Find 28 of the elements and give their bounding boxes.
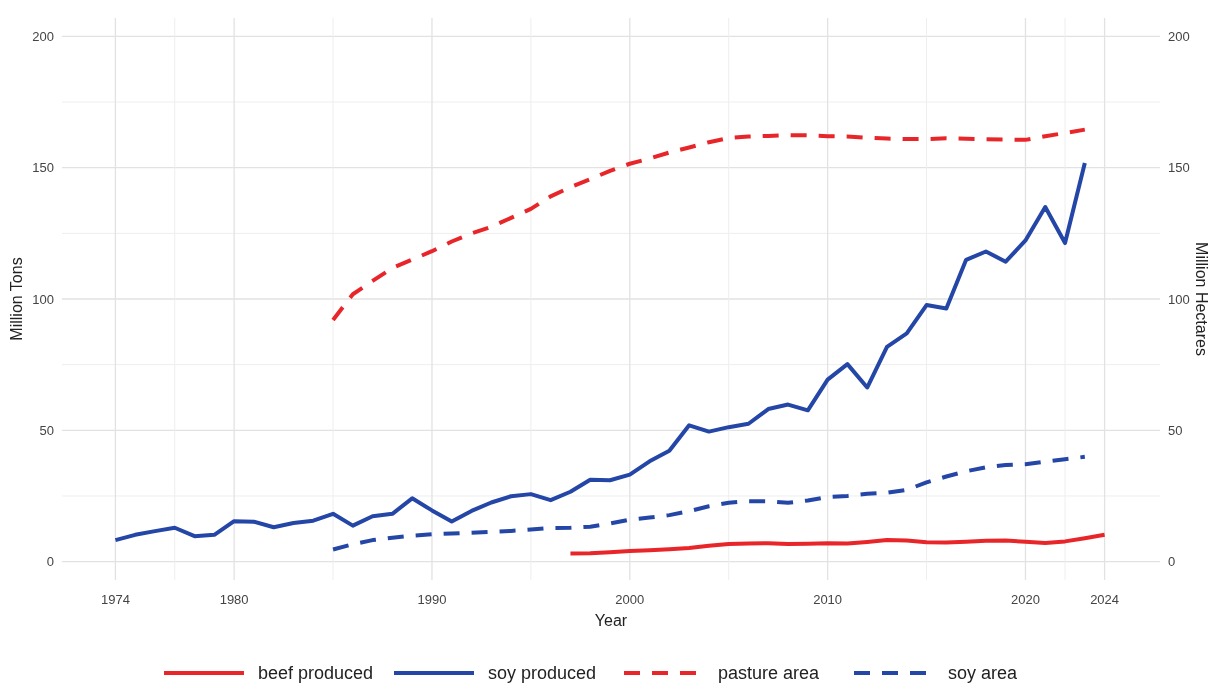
x-tick-label: 1980 [219, 592, 249, 607]
line-series [113, 160, 1087, 543]
y2-axis-title: Million Hectares [1193, 242, 1208, 356]
y2-tick-label: 150 [1168, 160, 1190, 176]
y-tick-label: 100 [32, 291, 54, 307]
y-tick-label: 150 [32, 160, 54, 176]
y2-tick-label: 50 [1168, 422, 1183, 438]
line-series [331, 127, 1087, 323]
line-series [331, 454, 1087, 552]
x-axis-title: Year [594, 612, 628, 629]
line-series [568, 532, 1107, 556]
x-tick-label: 2020 [1011, 592, 1040, 607]
y-axis-title: Million Tons [8, 257, 25, 341]
x-tick-label: 1974 [100, 592, 130, 607]
x-tick-label: 2010 [813, 592, 843, 607]
y-tick-label: 0 [46, 554, 54, 570]
legend-label: pasture area [718, 663, 821, 684]
x-tick-label: 2024 [1090, 592, 1120, 607]
x-tick-label: 2000 [615, 592, 645, 607]
y-tick-label: 200 [32, 28, 54, 44]
legend-label: beef produced [258, 663, 374, 684]
x-tick-label: 1990 [417, 592, 447, 607]
y-tick-label: 50 [39, 422, 54, 438]
legend-label: soy area [948, 663, 1019, 684]
legend-label: soy produced [488, 663, 597, 684]
y2-tick-label: 200 [1168, 28, 1190, 44]
y2-tick-label: 0 [1168, 554, 1176, 570]
y2-tick-label: 100 [1168, 291, 1190, 307]
